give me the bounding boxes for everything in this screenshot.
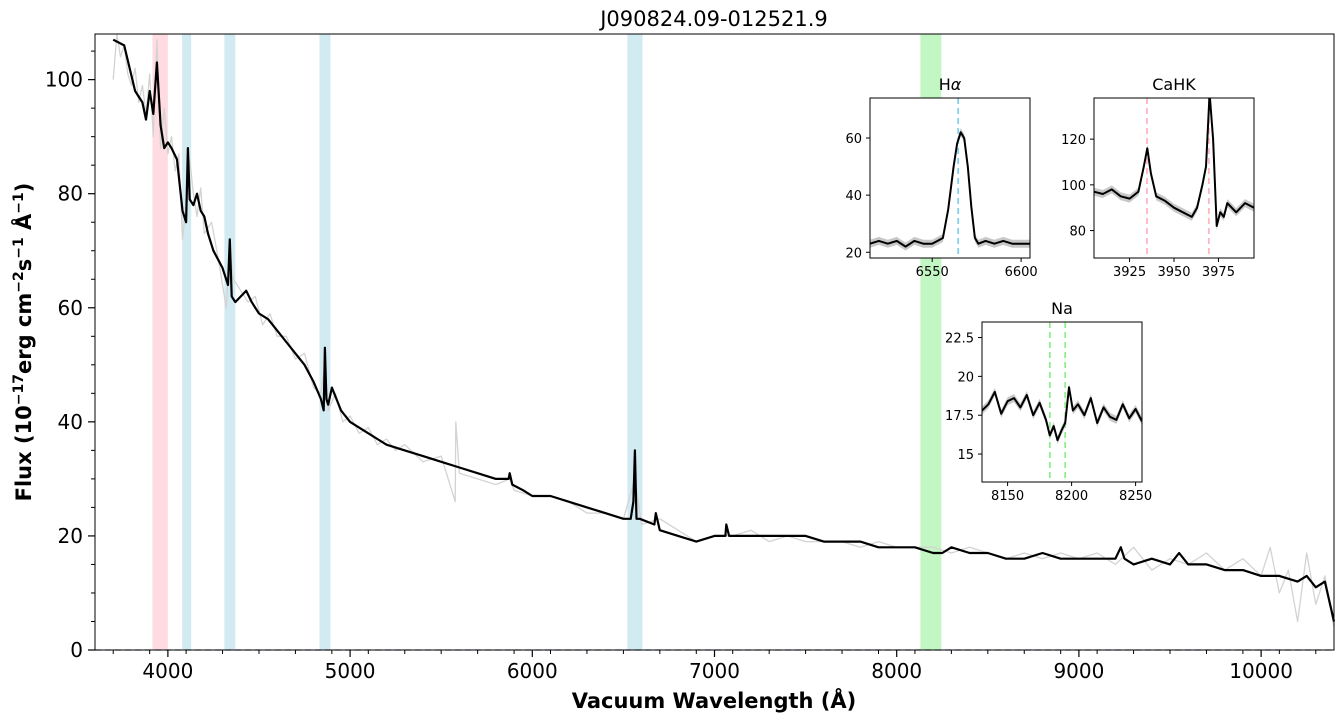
inset-plot-area (982, 322, 1142, 482)
inset-frame (869, 97, 1031, 259)
inset-y-tick-label: 120 (1061, 133, 1086, 148)
inset-x-tick-label: 8250 (1119, 489, 1152, 504)
y-label-suffix: ) (12, 183, 36, 193)
shade-halpha (627, 34, 643, 650)
y-tick-label: 0 (70, 638, 83, 662)
inset-x-tick-label: 3925 (1113, 265, 1146, 280)
inset-title: Na (1051, 299, 1073, 318)
inset-y-tick-label: 60 (845, 132, 862, 147)
inset-y-tick-label: 15 (957, 448, 974, 463)
inset-plot-area (1094, 98, 1254, 258)
x-tick-label: 8000 (871, 659, 922, 683)
x-tick-label: 5000 (325, 659, 376, 683)
y-axis-label: Flux (10−17erg cm−2s−1 Å−1) (11, 183, 36, 502)
y-label-exp1: −17 (11, 374, 27, 405)
y-label-mid: erg cm (12, 293, 36, 374)
inset-y-tick-label: 22.5 (945, 332, 974, 347)
y-label-exp3: −1 (11, 237, 27, 258)
inset-error-band (1094, 98, 1254, 230)
y-label-exp2: −2 (11, 271, 27, 292)
inset-title: Hα (939, 75, 962, 94)
inset-title-base: Na (1051, 299, 1073, 318)
x-tick-label: 6000 (507, 659, 558, 683)
y-label-exp4: −1 (11, 192, 27, 213)
shade-hgamma (224, 34, 236, 650)
shaded-regions (152, 34, 942, 650)
y-label-s: s (12, 259, 36, 272)
inset-y-tick-label: 17.5 (945, 409, 974, 424)
x-tick-label: 10000 (1229, 659, 1293, 683)
inset-title-base: H (939, 75, 951, 94)
inset-y-tick-label: 100 (1061, 179, 1086, 194)
inset-cahk: CaHK 3925 3950 3975 80 100 120 (1061, 75, 1255, 280)
inset-y-tick-label: 40 (845, 189, 862, 204)
inset-y-tick-label: 80 (1069, 225, 1086, 240)
inset-plot-area (870, 98, 1030, 258)
inset-flux-line (1094, 98, 1254, 227)
inset-flux-line (982, 386, 1142, 442)
y-label-prefix: Flux (10 (12, 405, 36, 501)
y-axis-ticks: 0 20 40 60 80 100 (45, 50, 95, 662)
x-tick-label: 7000 (689, 659, 740, 683)
smoothed-flux-line (112, 38, 1336, 622)
inset-flux-line (870, 131, 1030, 248)
inset-frame (981, 321, 1143, 483)
y-tick-label: 60 (58, 296, 83, 320)
inset-y-tick-label: 20 (845, 246, 862, 261)
y-tick-label: 40 (58, 410, 83, 434)
smoothed-flux-series (112, 38, 1336, 622)
inset-y-tick-label: 20 (957, 370, 974, 385)
shade-hbeta (319, 34, 331, 650)
inset-title-base: CaHK (1152, 75, 1196, 94)
inset-x-tick-label: 6600 (1005, 265, 1038, 280)
x-tick-label: 9000 (1053, 659, 1104, 683)
inset-x-tick-label: 3975 (1202, 265, 1235, 280)
inset-x-tick-label: 6550 (916, 265, 949, 280)
inset-x-tick-label: 8200 (1055, 489, 1088, 504)
chart-title: J090824.09-012521.9 (598, 7, 828, 31)
inset-background (870, 98, 1030, 258)
y-tick-label: 100 (45, 68, 83, 92)
shade-cahk (152, 34, 168, 650)
inset-x-tick-label: 8150 (991, 489, 1024, 504)
y-tick-label: 80 (58, 182, 83, 206)
inset-background (1094, 98, 1254, 258)
x-tick-label: 4000 (142, 659, 193, 683)
inset-halpha: Hα 6550 6600 20 40 60 (845, 75, 1037, 280)
y-label-angstrom: Å (11, 213, 36, 237)
inset-na: Na 8150 8200 8250 15 17.5 20 22.5 (945, 299, 1152, 504)
inset-title: CaHK (1152, 75, 1196, 94)
shade-hdelta (182, 34, 192, 650)
inset-title-greek: α (951, 75, 962, 94)
inset-error-band (982, 383, 1142, 445)
inset-x-tick-label: 3950 (1157, 265, 1190, 280)
x-axis-label: Vacuum Wavelength (Å) (572, 688, 857, 713)
x-axis-ticks: 4000 5000 6000 7000 8000 9000 10000 (112, 650, 1317, 683)
y-tick-label: 20 (58, 524, 83, 548)
